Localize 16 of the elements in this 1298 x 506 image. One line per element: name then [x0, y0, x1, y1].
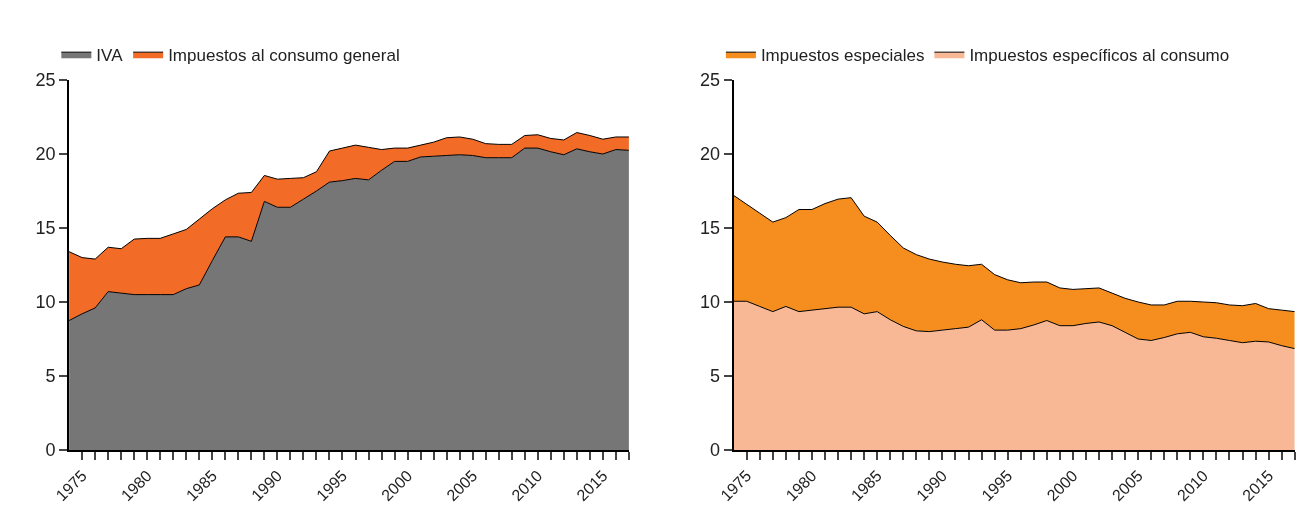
y-tick-label: 0 — [710, 440, 721, 461]
y-tick-label: 25 — [700, 70, 721, 91]
y-tick-label: 15 — [700, 218, 721, 239]
legend-label: Impuestos al consumo general — [168, 45, 400, 65]
y-tick-label: 20 — [35, 144, 56, 165]
y-tick-label: 0 — [45, 440, 56, 461]
legend-label: IVA — [96, 45, 124, 65]
y-tick-label: 10 — [700, 292, 721, 313]
legend-label: Impuestos específicos al consumo — [969, 45, 1230, 65]
y-tick-label: 20 — [700, 144, 721, 165]
y-tick-label: 10 — [35, 292, 56, 313]
y-tick-label: 5 — [45, 366, 56, 387]
y-tick-label: 25 — [35, 70, 56, 91]
y-tick-label: 15 — [35, 218, 56, 239]
legend-label: Impuestos especiales — [760, 45, 925, 65]
y-tick-label: 5 — [710, 366, 721, 387]
